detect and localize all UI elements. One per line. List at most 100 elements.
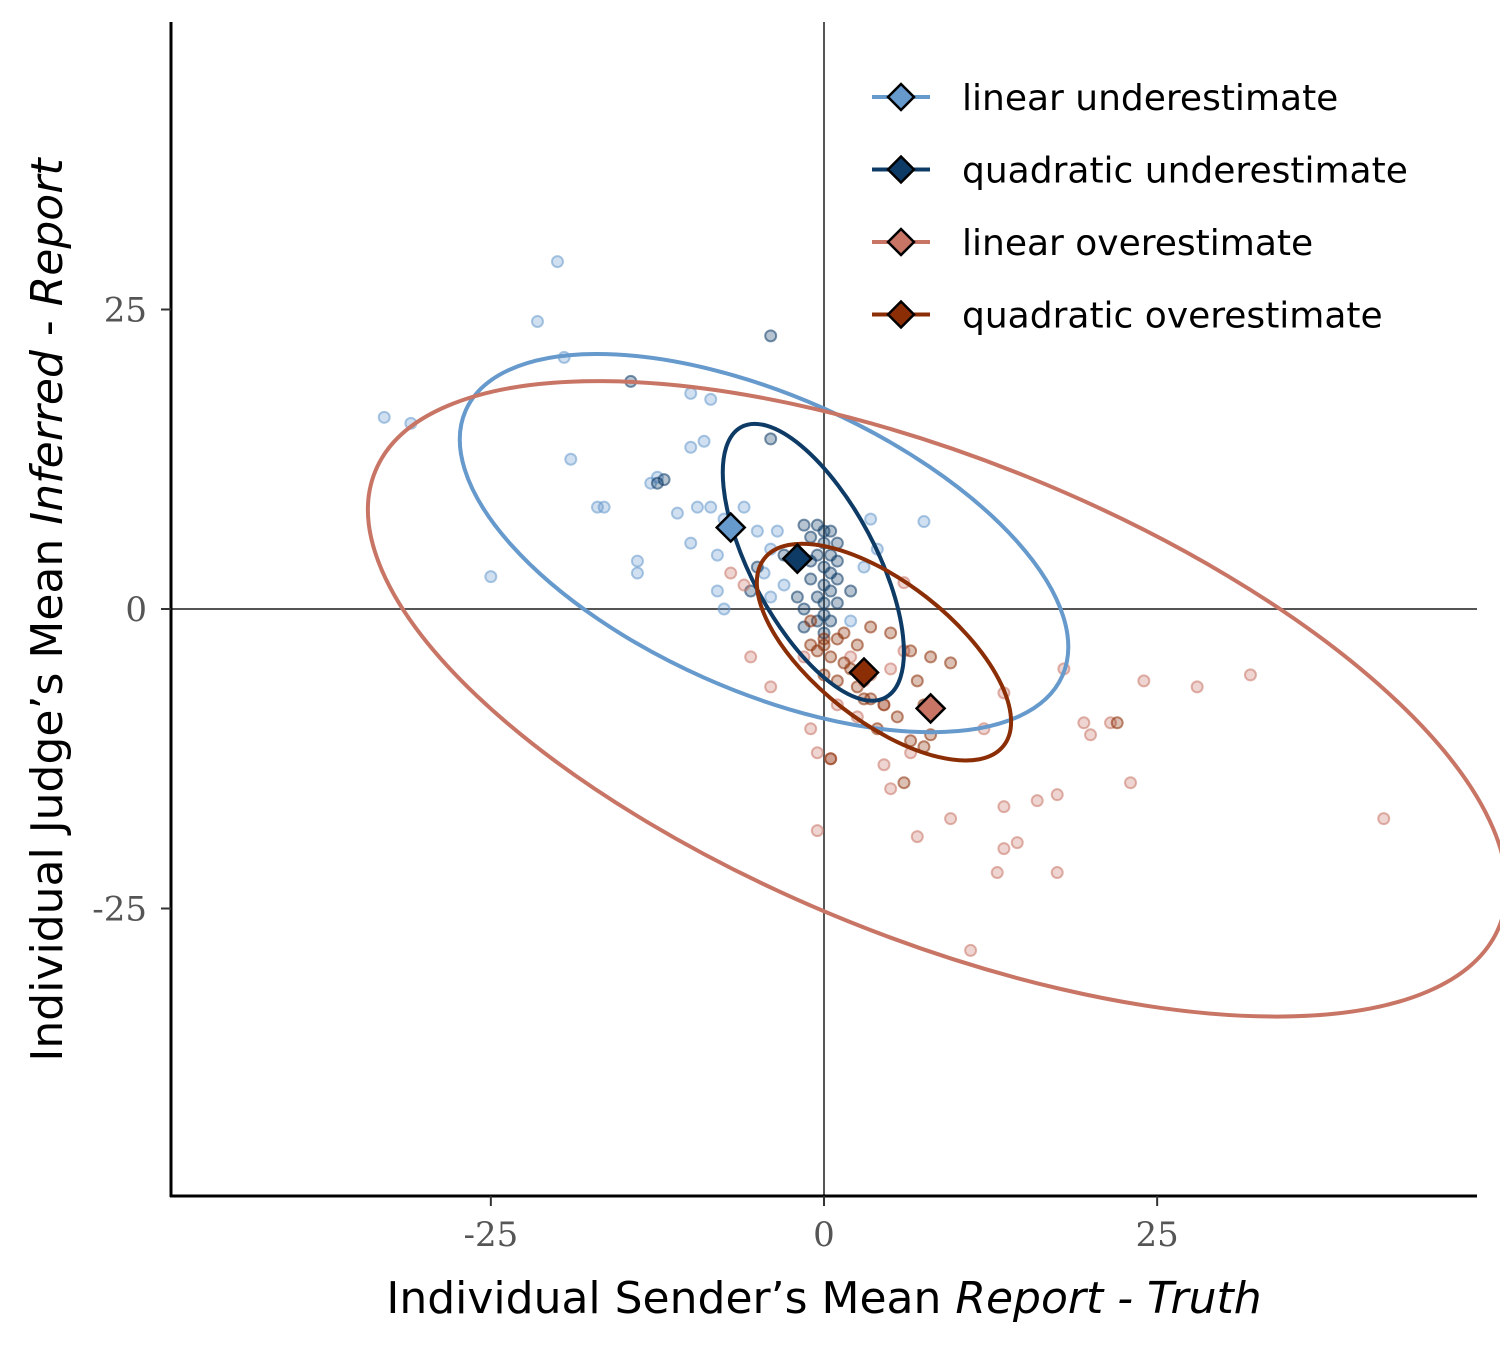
data-point-quadratic-overestimate <box>1110 716 1124 730</box>
data-point-linear-underestimate <box>597 500 611 514</box>
legend-label: linear overestimate <box>962 223 1313 264</box>
legend-label: quadratic overestimate <box>962 296 1383 337</box>
data-point-quadratic-overestimate <box>824 650 838 664</box>
legend: linear underestimate quadratic underestim… <box>872 78 1408 337</box>
mean-marker-linear-underestimate <box>714 511 747 544</box>
data-point-quadratic-overestimate <box>897 776 911 790</box>
x-tick-label: 0 <box>813 1215 835 1255</box>
x-tick-label: -25 <box>463 1215 518 1255</box>
data-point-linear-underestimate <box>844 614 858 628</box>
data-point-quadratic-underestimate <box>844 584 858 598</box>
legend-label: linear underestimate <box>962 78 1338 119</box>
y-axis-title: Individual Judge’s Mean Inferred - Repor… <box>22 157 73 1062</box>
data-point-quadratic-underestimate <box>764 432 778 446</box>
data-point-linear-underestimate <box>684 386 698 400</box>
data-point-linear-underestimate <box>377 410 391 424</box>
y-tick-label: 0 <box>125 590 147 630</box>
data-point-quadratic-underestimate <box>764 329 778 343</box>
data-point-linear-underestimate <box>770 524 784 538</box>
data-point-linear-overestimate <box>1077 716 1091 730</box>
legend-label: quadratic underestimate <box>962 151 1408 192</box>
legend-diamond-icon <box>886 154 916 185</box>
x-tick-label: 25 <box>1136 1215 1179 1255</box>
data-point-quadratic-overestimate <box>824 752 838 766</box>
y-axis-title-italic-b: Report <box>22 157 73 307</box>
data-point-quadratic-overestimate <box>850 638 864 652</box>
ticks-layer: -25 0 25 -25 0 25 <box>92 291 1179 1255</box>
ellipse-quadratic-overestimate <box>754 541 1014 763</box>
data-point-quadratic-overestimate <box>924 650 938 664</box>
mean-layer <box>714 511 947 725</box>
legend-diamond-icon <box>886 299 916 330</box>
legend-item-linear-underestimate: linear underestimate <box>872 78 1338 119</box>
data-point-linear-overestimate <box>804 722 818 736</box>
data-point-linear-overestimate <box>877 758 891 772</box>
data-point-linear-overestimate <box>810 746 824 760</box>
y-tick-label: -25 <box>92 889 147 929</box>
data-point-quadratic-underestimate <box>797 518 811 532</box>
data-point-quadratic-underestimate <box>804 530 818 544</box>
data-point-quadratic-underestimate <box>797 602 811 616</box>
data-point-linear-underestimate <box>684 536 698 550</box>
data-point-linear-underestimate <box>690 500 704 514</box>
data-point-linear-overestimate <box>964 943 978 957</box>
y-axis-title-prefix: Individual Judge’s Mean <box>22 525 73 1062</box>
x-axis-title: Individual Sender’s Mean Report - Truth <box>386 1273 1261 1324</box>
data-point-linear-overestimate <box>884 662 898 676</box>
data-point-quadratic-underestimate <box>817 596 831 610</box>
data-point-linear-overestimate <box>1190 680 1204 694</box>
data-point-linear-underestimate <box>670 506 684 520</box>
x-axis-title-prefix: Individual Sender’s Mean <box>386 1273 955 1324</box>
data-point-quadratic-overestimate <box>804 638 818 652</box>
data-point-linear-underestimate <box>704 500 718 514</box>
data-point-linear-underestimate <box>710 548 724 562</box>
data-point-linear-overestimate <box>997 800 1011 814</box>
data-point-quadratic-underestimate <box>824 614 838 628</box>
data-point-linear-overestimate <box>744 650 758 664</box>
legend-item-quadratic-underestimate: quadratic underestimate <box>872 151 1408 192</box>
mean-marker-linear-overestimate <box>914 692 947 725</box>
y-axis-title-italic-a: Inferred <box>22 349 73 525</box>
x-axis-title-italic: Report - Truth <box>955 1273 1261 1324</box>
data-point-quadratic-overestimate <box>864 620 878 634</box>
data-point-linear-underestimate <box>564 452 578 466</box>
ellipse-linear-overestimate <box>365 379 1500 1019</box>
points-layer <box>377 255 1391 957</box>
data-point-linear-underestimate <box>777 578 791 592</box>
data-point-linear-overestimate <box>1050 788 1064 802</box>
data-point-linear-underestimate <box>630 566 644 580</box>
data-point-linear-underestimate <box>530 314 544 328</box>
data-point-linear-underestimate <box>737 500 751 514</box>
data-point-quadratic-underestimate <box>824 584 838 598</box>
data-point-quadratic-overestimate <box>944 656 958 670</box>
data-point-linear-underestimate <box>857 560 871 574</box>
data-point-linear-overestimate <box>1124 776 1138 790</box>
legend-diamond-icon <box>886 227 916 257</box>
data-point-linear-underestimate <box>550 255 564 269</box>
data-point-quadratic-underestimate <box>824 524 838 538</box>
y-tick-label: 25 <box>104 291 147 331</box>
data-point-quadratic-overestimate <box>804 614 818 628</box>
data-point-linear-underestimate <box>710 584 724 598</box>
data-point-linear-overestimate <box>764 680 778 694</box>
data-point-linear-overestimate <box>1137 674 1151 688</box>
data-point-linear-underestimate <box>684 440 698 454</box>
data-point-linear-overestimate <box>997 842 1011 856</box>
data-point-quadratic-underestimate <box>830 596 844 610</box>
legend-diamond-icon <box>886 82 916 112</box>
data-point-linear-underestimate <box>917 515 931 529</box>
data-point-linear-overestimate <box>884 782 898 796</box>
data-point-linear-underestimate <box>697 434 711 448</box>
data-point-quadratic-underestimate <box>650 476 664 490</box>
data-point-linear-underestimate <box>864 512 878 526</box>
data-point-linear-overestimate <box>724 566 738 580</box>
data-point-linear-overestimate <box>737 578 751 592</box>
data-point-linear-underestimate <box>717 602 731 616</box>
data-point-linear-overestimate <box>1010 836 1024 850</box>
data-point-linear-underestimate <box>764 590 778 604</box>
data-point-linear-overestimate <box>1050 866 1064 880</box>
data-point-quadratic-underestimate <box>830 572 844 586</box>
data-point-quadratic-underestimate <box>790 590 804 604</box>
data-point-linear-overestimate <box>1243 668 1257 682</box>
